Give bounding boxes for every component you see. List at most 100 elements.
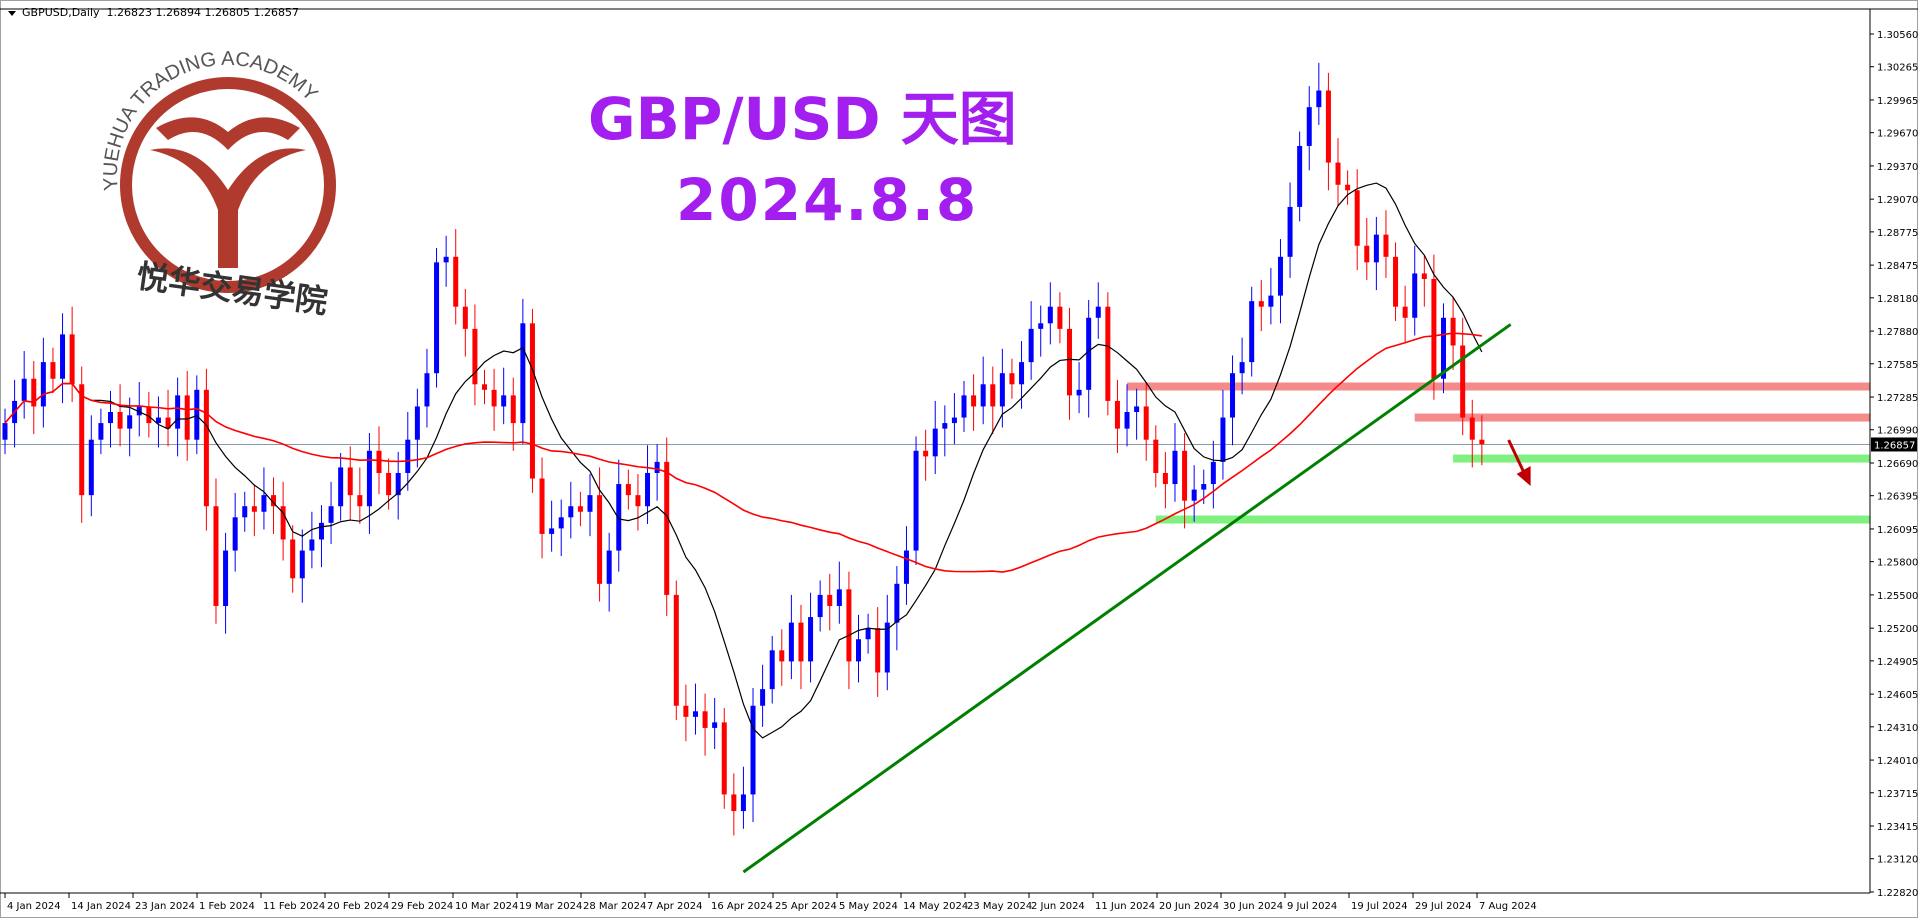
bear-candle <box>165 417 171 429</box>
down-arrow-icon <box>1507 439 1526 475</box>
bear-candle <box>146 406 152 424</box>
bear-candle <box>271 495 277 507</box>
bull-candle <box>1172 450 1178 485</box>
time-axis: 4 Jan 2024 14 Jan 2024 23 Jan 2024 1 Feb 20… <box>4 893 1537 912</box>
bear-candle <box>971 395 977 407</box>
bull-candle <box>1249 301 1255 363</box>
bull-candle <box>40 362 46 407</box>
bear-candle <box>69 334 75 385</box>
bear-candle <box>923 450 929 457</box>
bull-candle <box>1441 317 1446 379</box>
bear-candle <box>462 306 468 329</box>
bull-candle <box>616 484 622 551</box>
bull-candle <box>1277 256 1283 296</box>
y-tick-label: 1.24605 <box>1877 690 1918 701</box>
bull-candle <box>1134 406 1140 412</box>
bull-candle <box>136 406 142 416</box>
bull-candle <box>501 395 507 407</box>
bear-candle <box>1383 234 1389 257</box>
bear-candle <box>213 506 219 606</box>
current-price-badge <box>1871 437 1917 452</box>
bear-candle <box>731 794 737 812</box>
bull-candle <box>1239 362 1245 374</box>
bull-candle <box>223 550 229 606</box>
bull-candle <box>692 711 698 717</box>
ma-fast-line <box>4 182 1483 739</box>
bear-candle <box>1066 328 1072 396</box>
x-tick-label: 10 Mar 2024 <box>455 901 518 912</box>
chart-header: GBPUSD,Daily 1.26823 1.26894 1.26805 1.2… <box>8 6 299 19</box>
bull-candle <box>769 650 775 690</box>
bear-candle <box>683 705 689 717</box>
bear-candle <box>827 594 833 606</box>
bear-candle <box>702 711 708 728</box>
y-tick-label: 1.25200 <box>1877 624 1918 635</box>
x-tick-label: 23 May 2024 <box>967 901 1032 912</box>
bull-candle <box>740 794 746 812</box>
bull-candle <box>414 406 420 440</box>
bear-candle <box>1057 306 1063 329</box>
bear-candle <box>1105 306 1111 401</box>
bull-candle <box>1373 234 1379 263</box>
bear-candle <box>625 484 631 496</box>
bear-candle <box>1469 417 1475 440</box>
bull-candle <box>1412 273 1418 318</box>
resistance-zone <box>1414 413 1870 422</box>
x-tick-label: 16 Apr 2024 <box>711 901 773 912</box>
bear-candle <box>357 495 363 507</box>
bull-candle <box>155 417 161 424</box>
x-tick-label: 28 Mar 2024 <box>583 901 646 912</box>
ohlc-readout: 1.26823 1.26894 1.26805 1.26857 <box>106 6 299 19</box>
bear-candle <box>529 323 535 479</box>
bull-candle <box>817 594 823 618</box>
x-tick-label: 19 Jul 2024 <box>1351 901 1408 912</box>
bull-candle <box>712 722 718 728</box>
bull-candle <box>338 467 344 507</box>
y-tick-label: 1.23415 <box>1877 822 1918 833</box>
bull-candle <box>961 395 967 418</box>
bull-candle <box>856 639 862 662</box>
bear-candle <box>184 395 190 440</box>
bear-candle <box>539 478 545 534</box>
bull-candle <box>424 373 430 407</box>
bull-candle <box>606 550 612 584</box>
ma-slow-line <box>4 332 1482 573</box>
bull-candle <box>1210 461 1216 485</box>
bull-candle <box>549 528 555 534</box>
y-tick-label: 1.28775 <box>1877 228 1918 239</box>
bear-candle <box>453 256 459 307</box>
plot-area[interactable] <box>0 62 1870 874</box>
bear-candle <box>1421 273 1427 279</box>
bear-candle <box>251 506 257 512</box>
y-tick-label: 1.27585 <box>1877 360 1918 371</box>
bear-candle <box>491 389 497 407</box>
bear-candle <box>846 589 852 662</box>
y-tick-label: 1.27285 <box>1877 393 1918 404</box>
bear-candle <box>1009 373 1015 385</box>
x-tick-label: 29 Feb 2024 <box>391 901 453 912</box>
bull-candle <box>434 262 440 374</box>
bull-candle <box>999 373 1005 407</box>
x-tick-label: 1 Feb 2024 <box>199 901 255 912</box>
bear-candle <box>1460 345 1466 418</box>
y-tick-label: 1.24010 <box>1877 756 1918 767</box>
bull-candle <box>1019 362 1025 385</box>
dropdown-triangle-icon[interactable] <box>8 10 16 16</box>
bull-candle <box>366 450 372 507</box>
bear-candle <box>280 506 286 540</box>
bull-candle <box>242 506 248 518</box>
bear-candle <box>1354 190 1360 246</box>
bear-candle <box>1364 245 1370 263</box>
bull-candle <box>884 622 890 673</box>
bull-candle <box>1047 306 1053 324</box>
bull-candle <box>1086 317 1092 390</box>
bull-candle <box>175 395 181 429</box>
y-tick-label: 1.24310 <box>1877 723 1918 734</box>
bull-candle <box>1287 206 1293 257</box>
x-tick-label: 14 May 2024 <box>903 901 968 912</box>
bear-candle <box>117 411 123 429</box>
bull-candle <box>587 495 593 512</box>
x-tick-label: 7 Aug 2024 <box>1479 901 1537 912</box>
y-tick-label: 1.23715 <box>1877 789 1918 800</box>
